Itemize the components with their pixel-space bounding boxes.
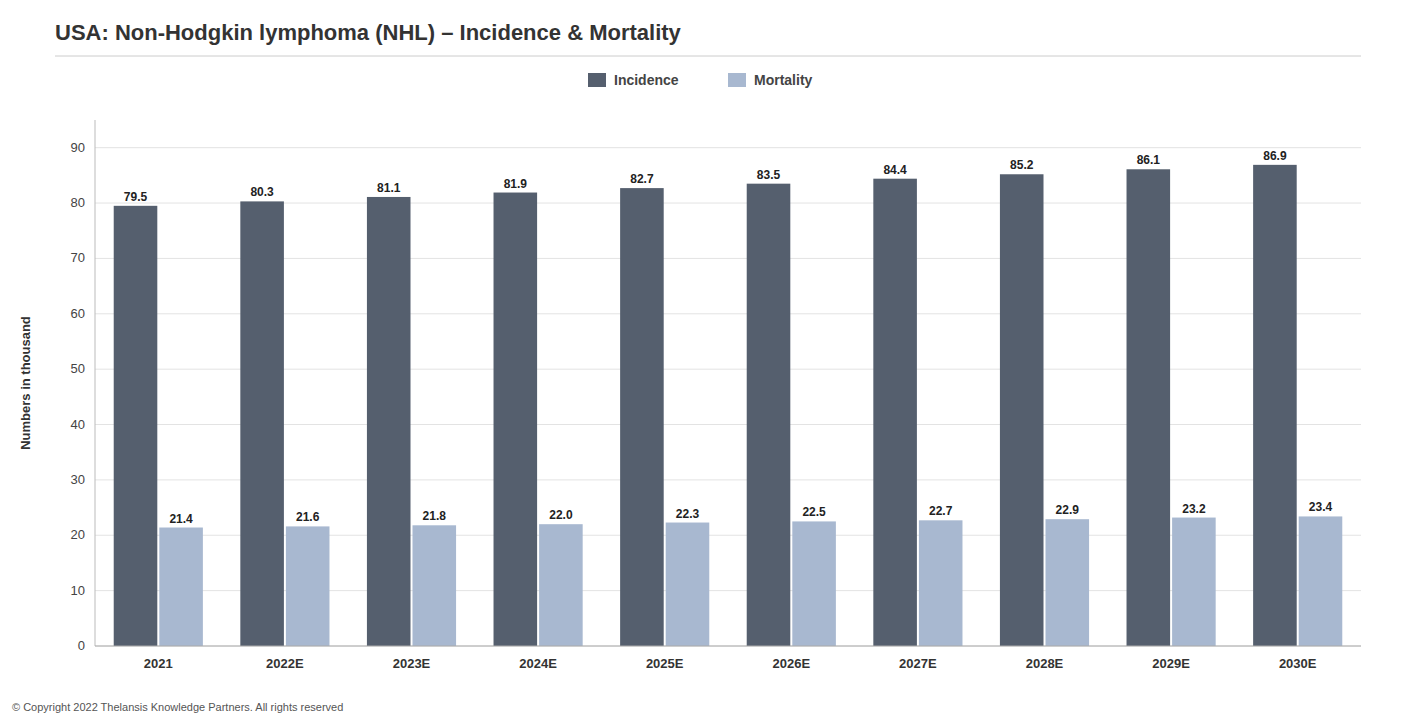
bar	[494, 193, 538, 646]
x-tick-label: 2024E	[519, 656, 557, 671]
y-tick-label: 50	[71, 361, 85, 376]
grid-line	[95, 313, 1361, 314]
y-axis-line	[95, 120, 96, 646]
bars	[114, 165, 1343, 646]
y-tick-label: 30	[71, 472, 85, 487]
bar	[747, 184, 791, 646]
data-label: 81.1	[377, 181, 401, 195]
legend-label: Incidence	[614, 72, 679, 88]
y-tick-label: 60	[71, 306, 85, 321]
data-label: 22.5	[802, 505, 826, 519]
data-label: 22.3	[676, 507, 700, 521]
data-label: 21.6	[296, 510, 320, 524]
grid-line	[95, 535, 1361, 536]
legend-label: Mortality	[754, 72, 813, 88]
data-label: 22.7	[929, 504, 953, 518]
bar	[114, 206, 158, 646]
x-axis-line	[95, 646, 1361, 647]
data-labels: 79.5 80.3 81.1 81.9 82.7 83.5 84.4 85.2 86.1 86.9…	[124, 149, 1333, 526]
bar	[1299, 516, 1343, 646]
data-label: 21.4	[169, 512, 193, 526]
title-rule	[55, 56, 1361, 57]
grid-line	[95, 258, 1361, 259]
x-tick-label: 2021	[144, 656, 173, 671]
bar	[666, 523, 710, 646]
bar	[1172, 518, 1216, 646]
y-tick-label: 20	[71, 527, 85, 542]
data-label: 86.1	[1137, 153, 1161, 167]
data-label: 82.7	[630, 172, 654, 186]
data-label: 80.3	[250, 185, 274, 199]
grid-line	[95, 203, 1361, 204]
y-tick-label: 90	[71, 140, 85, 155]
bar	[159, 528, 203, 646]
grid-line	[95, 424, 1361, 425]
x-tick-label: 2025E	[646, 656, 684, 671]
grid-line	[95, 590, 1361, 591]
grid-line	[95, 646, 1361, 647]
bar	[539, 524, 583, 646]
footer: © Copyright 2022 Thelansis Knowledge Par…	[12, 701, 343, 713]
grid-line	[95, 369, 1361, 370]
data-label: 81.9	[504, 177, 528, 191]
bar	[1127, 169, 1171, 646]
data-label: 79.5	[124, 190, 148, 204]
bar	[240, 201, 284, 646]
x-tick-label: 2026E	[773, 656, 811, 671]
x-tick-label: 2030E	[1279, 656, 1317, 671]
bar	[919, 520, 963, 646]
y-tick-label: 40	[71, 417, 85, 432]
y-axis-label: Numbers in thousand	[18, 316, 33, 450]
y-tick-label: 80	[71, 195, 85, 210]
data-label: 23.2	[1182, 502, 1206, 516]
bar	[620, 188, 664, 646]
data-label: 85.2	[1010, 158, 1034, 172]
grid	[95, 148, 1361, 646]
legend-swatch	[728, 73, 746, 87]
bar	[1000, 174, 1044, 646]
bar	[873, 179, 917, 646]
bar	[1046, 519, 1090, 646]
bar	[286, 526, 330, 646]
data-label: 23.4	[1309, 500, 1333, 514]
x-tick-label: 2022E	[266, 656, 304, 671]
legend: Incidence Mortality	[588, 72, 813, 88]
y-tick-label: 10	[71, 583, 85, 598]
title: USA: Non-Hodgkin lymphoma (NHL) – Incide…	[55, 20, 682, 45]
bar	[413, 525, 457, 646]
data-label: 21.8	[423, 509, 447, 523]
data-label: 86.9	[1263, 149, 1287, 163]
bar	[1253, 165, 1297, 646]
y-tick-label: 0	[78, 638, 85, 653]
x-tick-label: 2027E	[899, 656, 937, 671]
data-label: 22.9	[1056, 503, 1080, 517]
bar	[792, 521, 836, 646]
bar	[367, 197, 411, 646]
x-tick-label: 2028E	[1026, 656, 1064, 671]
x-tick-label: 2023E	[393, 656, 431, 671]
chart: USA: Non-Hodgkin lymphoma (NHL) – Incide…	[0, 0, 1401, 721]
legend-swatch	[588, 73, 606, 87]
y-tick-label: 70	[71, 250, 85, 265]
grid-line	[95, 147, 1361, 148]
data-label: 83.5	[757, 168, 781, 182]
grid-line	[95, 479, 1361, 480]
data-label: 84.4	[883, 163, 907, 177]
data-label: 22.0	[549, 508, 573, 522]
x-tick-label: 2029E	[1152, 656, 1190, 671]
